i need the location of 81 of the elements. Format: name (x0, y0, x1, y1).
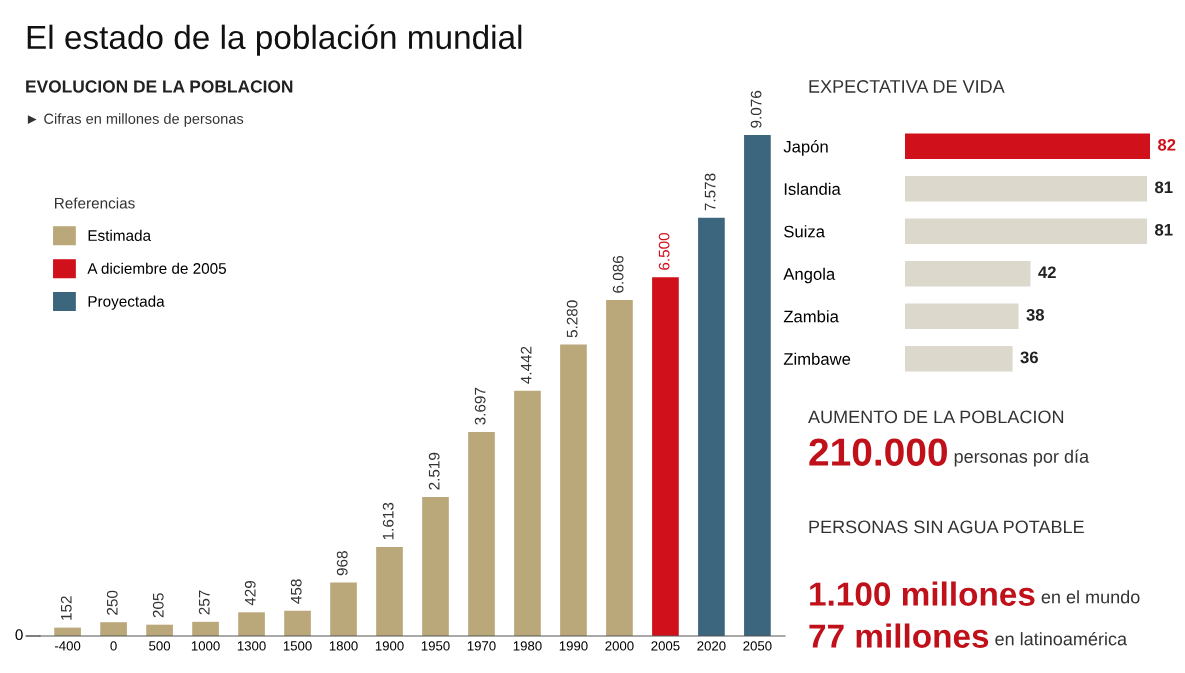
x-tick-label: 1950 (421, 641, 450, 651)
data-label: 9.076 (750, 90, 762, 128)
text: 210.000 (809, 438, 947, 466)
text: AUMENTO DE LA POBLACION (808, 410, 1064, 424)
data-label: 6.086 (612, 255, 624, 293)
data-label: 7.578 (704, 173, 716, 211)
chart-title: El estado de la población mundial (27, 24, 522, 56)
legend-label: Proyectada (88, 295, 165, 310)
bar (905, 303, 1019, 329)
x-tick-label: 2050 (743, 641, 772, 651)
y-tick-label: Zimbawe (783, 352, 851, 365)
data-label: 5.280 (566, 300, 578, 338)
text: 0 (15, 629, 23, 641)
bar (560, 344, 587, 636)
x-tick-label: 500 (149, 641, 171, 651)
x-tick-label: 1980 (513, 641, 542, 651)
chart-title: EXPECTATIVA DE VIDA (809, 80, 1005, 93)
bar (905, 218, 1148, 244)
x-tick-label: 1970 (467, 641, 496, 651)
bar (744, 135, 771, 636)
data-label: 38 (1026, 308, 1045, 321)
x-tick-label: 1990 (559, 641, 588, 651)
data-label: 458 (290, 579, 302, 604)
x-tick-label: 1000 (191, 641, 220, 651)
bar (652, 277, 679, 636)
data-label: 4.442 (520, 346, 532, 384)
data-label: 205 (152, 593, 164, 618)
bar (905, 176, 1148, 202)
x-tick-label: 1300 (237, 641, 266, 651)
legend-label: A diciembre de 2005 (87, 262, 227, 274)
bar (238, 612, 265, 636)
x-tick-label: 2000 (605, 641, 634, 651)
legend-title: Referencias (55, 197, 135, 209)
data-label: 36 (1020, 351, 1038, 364)
data-label: 82 (1158, 138, 1176, 151)
data-label: 2.519 (428, 452, 440, 490)
bar (192, 621, 219, 636)
data-label: 42 (1038, 266, 1056, 279)
data-label: 1.613 (382, 502, 394, 540)
x-tick-label: 2005 (651, 641, 680, 651)
bar (698, 217, 725, 636)
bar (905, 346, 1013, 372)
bar (330, 582, 357, 636)
x-tick-label: 1900 (375, 641, 404, 651)
bar (468, 431, 495, 636)
data-label: 429 (244, 580, 256, 606)
y-tick-label: Suiza (784, 225, 825, 238)
chart-subtitle: EVOLUCION DE LA POBLACION (26, 80, 293, 93)
x-tick-label: 1500 (283, 641, 312, 651)
text: en el mundo (1041, 590, 1140, 604)
bar (422, 496, 449, 636)
data-label: 81 (1155, 223, 1173, 236)
x-tick-label: -400 (54, 641, 81, 651)
x-tick-label: 1800 (329, 641, 358, 651)
bar (376, 546, 403, 636)
bar (100, 622, 127, 636)
data-label: 152 (60, 596, 72, 620)
y-tick-label: Islandia (784, 182, 841, 195)
text: ► Cifras en millones de personas (27, 113, 244, 127)
x-tick-label: 2020 (697, 641, 726, 651)
data-label: 6.500 (658, 232, 670, 270)
text: personas por día (954, 449, 1090, 467)
text: 1.100 millones (810, 581, 1035, 606)
bar (905, 133, 1150, 159)
y-tick-label: Zambia (783, 310, 839, 323)
text: en latinoamérica (995, 631, 1128, 646)
bar (514, 390, 541, 636)
bar (606, 300, 633, 636)
data-label: 3.697 (474, 387, 486, 425)
legend-label: Estimada (88, 229, 152, 241)
data-label: 968 (336, 551, 348, 576)
data-label: 250 (106, 590, 118, 615)
y-tick-label: Japón (783, 140, 828, 156)
x-tick-label: 0 (110, 641, 117, 651)
data-label: 81 (1155, 181, 1173, 194)
text: PERSONAS SIN AGUA POTABLE (809, 520, 1084, 534)
data-label: 257 (198, 590, 210, 615)
bar (284, 610, 311, 636)
bar (905, 261, 1031, 287)
y-tick-label: Angola (783, 267, 836, 284)
text: 77 millones (809, 623, 989, 648)
